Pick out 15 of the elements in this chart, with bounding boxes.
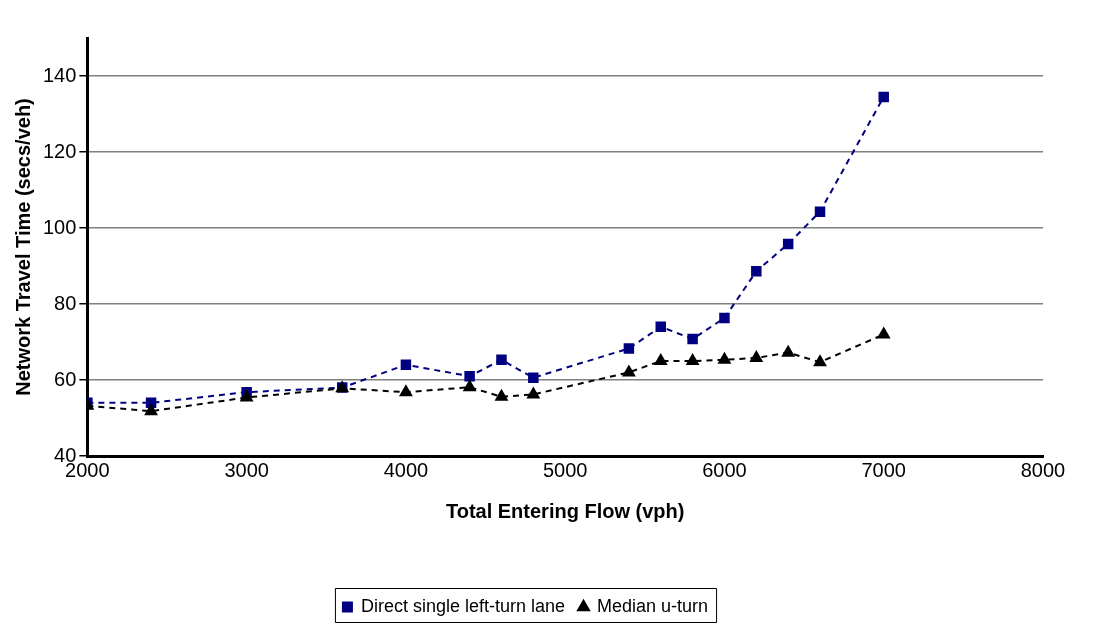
x-tick-label: 3000 xyxy=(224,458,269,481)
legend-label: Direct single left-turn lane xyxy=(360,595,566,616)
y-tick-label: 80 xyxy=(54,291,77,314)
x-tick-label: 8000 xyxy=(1020,458,1066,481)
x-tick-label: 6000 xyxy=(702,458,747,481)
y-tick-label: 120 xyxy=(42,139,77,162)
y-tick-label: 60 xyxy=(54,367,77,390)
x-tick-label: 4000 xyxy=(383,458,429,481)
y-tick-label: 100 xyxy=(42,215,77,238)
x-tick-label: 7000 xyxy=(861,458,906,481)
x-axis-title: Total Entering Flow (vph) xyxy=(445,499,685,522)
legend-label: Median u-turn xyxy=(597,595,709,616)
x-tick-label: 5000 xyxy=(542,458,588,481)
y-axis-title: Network Travel Time (secs/veh) xyxy=(11,98,34,396)
y-tick-label: 140 xyxy=(42,63,77,86)
